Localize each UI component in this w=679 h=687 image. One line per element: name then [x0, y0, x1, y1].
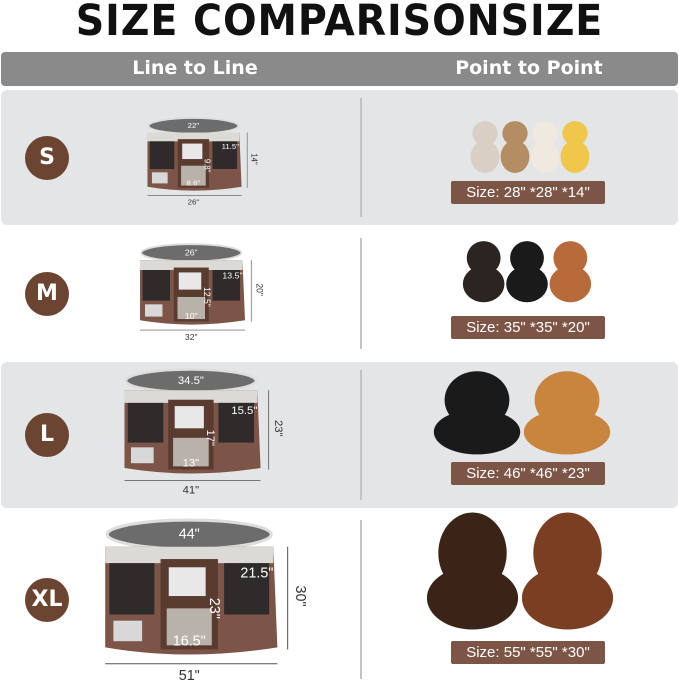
mesh-window-right [224, 563, 270, 615]
size-dimensions-label: Size: 28" *28" *14" [451, 181, 605, 204]
dimension-height: 30" [292, 585, 308, 606]
size-row-m: M Size: 35" *35" *20" [1, 230, 678, 357]
pet-body [560, 140, 590, 173]
pet-body [549, 265, 592, 303]
side-pocket [145, 304, 163, 317]
playpen-image: 26" 13.5" 12.5" 10" 20" 32" [140, 243, 264, 342]
pet-head [472, 121, 498, 146]
dimension-side: 11.5" [222, 142, 240, 151]
side-pocket [113, 620, 143, 642]
pen-trim [140, 260, 243, 270]
dimension-side: 15.5" [231, 405, 257, 417]
mesh-window-right [212, 141, 238, 170]
dimension-top: 34.5" [178, 375, 204, 387]
playpen-image: 22" 11.5" 9.8"8.6" 14" 26" [147, 117, 259, 206]
door-opening [177, 296, 205, 320]
dimension-door: 17" [204, 430, 216, 446]
pet-head [510, 241, 544, 275]
mesh-window-left [149, 141, 175, 170]
side-pocket [130, 447, 154, 464]
size-row-xl: XL Size: 55" *55" *30" [1, 512, 678, 687]
size-dimensions-label: Size: 55" *55" *30" [451, 641, 605, 664]
pet-body [506, 265, 548, 303]
dimension-height: 23" [272, 420, 284, 436]
side-pocket [151, 172, 168, 184]
pet-head [438, 512, 507, 594]
door-window [174, 406, 204, 429]
door-opening [166, 608, 212, 646]
pet-head [532, 121, 558, 146]
divider [360, 370, 362, 500]
size-badge: M [25, 271, 69, 316]
playpen-image: 34.5" 15.5" 17" 13" 23" 41" [124, 368, 284, 496]
divider [360, 238, 362, 349]
pen-trim [124, 390, 258, 403]
pet-head [444, 371, 510, 429]
door-window [182, 143, 203, 160]
pet-head [562, 121, 588, 146]
size-dimensions-label: Size: 35" *35" *20" [451, 316, 605, 339]
pet-body [500, 140, 530, 173]
dimension-door: 12.5" [202, 287, 212, 307]
mesh-window-left [127, 402, 164, 443]
pets-image [462, 241, 592, 303]
mesh-window-left [109, 563, 155, 615]
pet-head [502, 121, 528, 146]
pet-body [530, 140, 560, 173]
dimension-width: 41" [183, 484, 200, 496]
dimension-top: 26" [185, 247, 198, 257]
pet-head [466, 241, 501, 275]
dimension-width: 51" [179, 668, 200, 684]
mesh-window-right [212, 269, 240, 301]
door-opening [173, 437, 209, 467]
pet-body [470, 140, 500, 173]
dimension-top: 22" [188, 121, 200, 130]
dimension-height: 14" [250, 153, 259, 165]
pets-image [433, 371, 611, 455]
door-window [178, 272, 202, 290]
divider [360, 520, 362, 679]
size-badge: L [25, 413, 69, 457]
dimension-width: 26" [188, 197, 200, 206]
pet-head [533, 512, 602, 594]
header-line-to-line: Line to Line [132, 57, 258, 79]
pen-trim [147, 132, 240, 142]
dimension-top: 44" [179, 527, 200, 543]
dimension-side: 21.5" [240, 566, 273, 582]
mesh-window-left [142, 269, 170, 301]
pet-head [534, 371, 600, 429]
pet-head [553, 241, 588, 275]
pets-image [470, 121, 590, 173]
mesh-window-right [218, 402, 255, 443]
pet-body [462, 265, 505, 303]
page-title: SIZE COMPARISONSIZE [75, 0, 604, 46]
header-point-to-point: Point to Point [455, 57, 603, 79]
playpen-image: 44" 21.5" 23"16.5" 30" 51" [105, 518, 308, 684]
pen-trim [105, 546, 274, 564]
header-bar: Line to Line Point to Point [1, 52, 678, 86]
dimension-side: 13.5" [222, 271, 242, 281]
dimension-bottom: 8.6" [187, 179, 201, 188]
divider [360, 98, 362, 217]
dimension-door: 9.8" [203, 159, 212, 173]
size-badge: S [25, 135, 69, 180]
dimension-height: 20" [254, 283, 264, 296]
door-opening [181, 165, 206, 186]
dimension-width: 32" [185, 332, 198, 342]
dimension-bottom: 16.5" [173, 633, 206, 649]
dimension-bottom: 10" [185, 311, 198, 321]
pets-image [426, 512, 614, 630]
size-dimensions-label: Size: 46" *46" *23" [451, 462, 605, 485]
dimension-door: 23" [206, 598, 222, 619]
dimension-bottom: 13" [183, 457, 200, 469]
door-window [168, 567, 206, 597]
size-badge: XL [25, 577, 69, 622]
